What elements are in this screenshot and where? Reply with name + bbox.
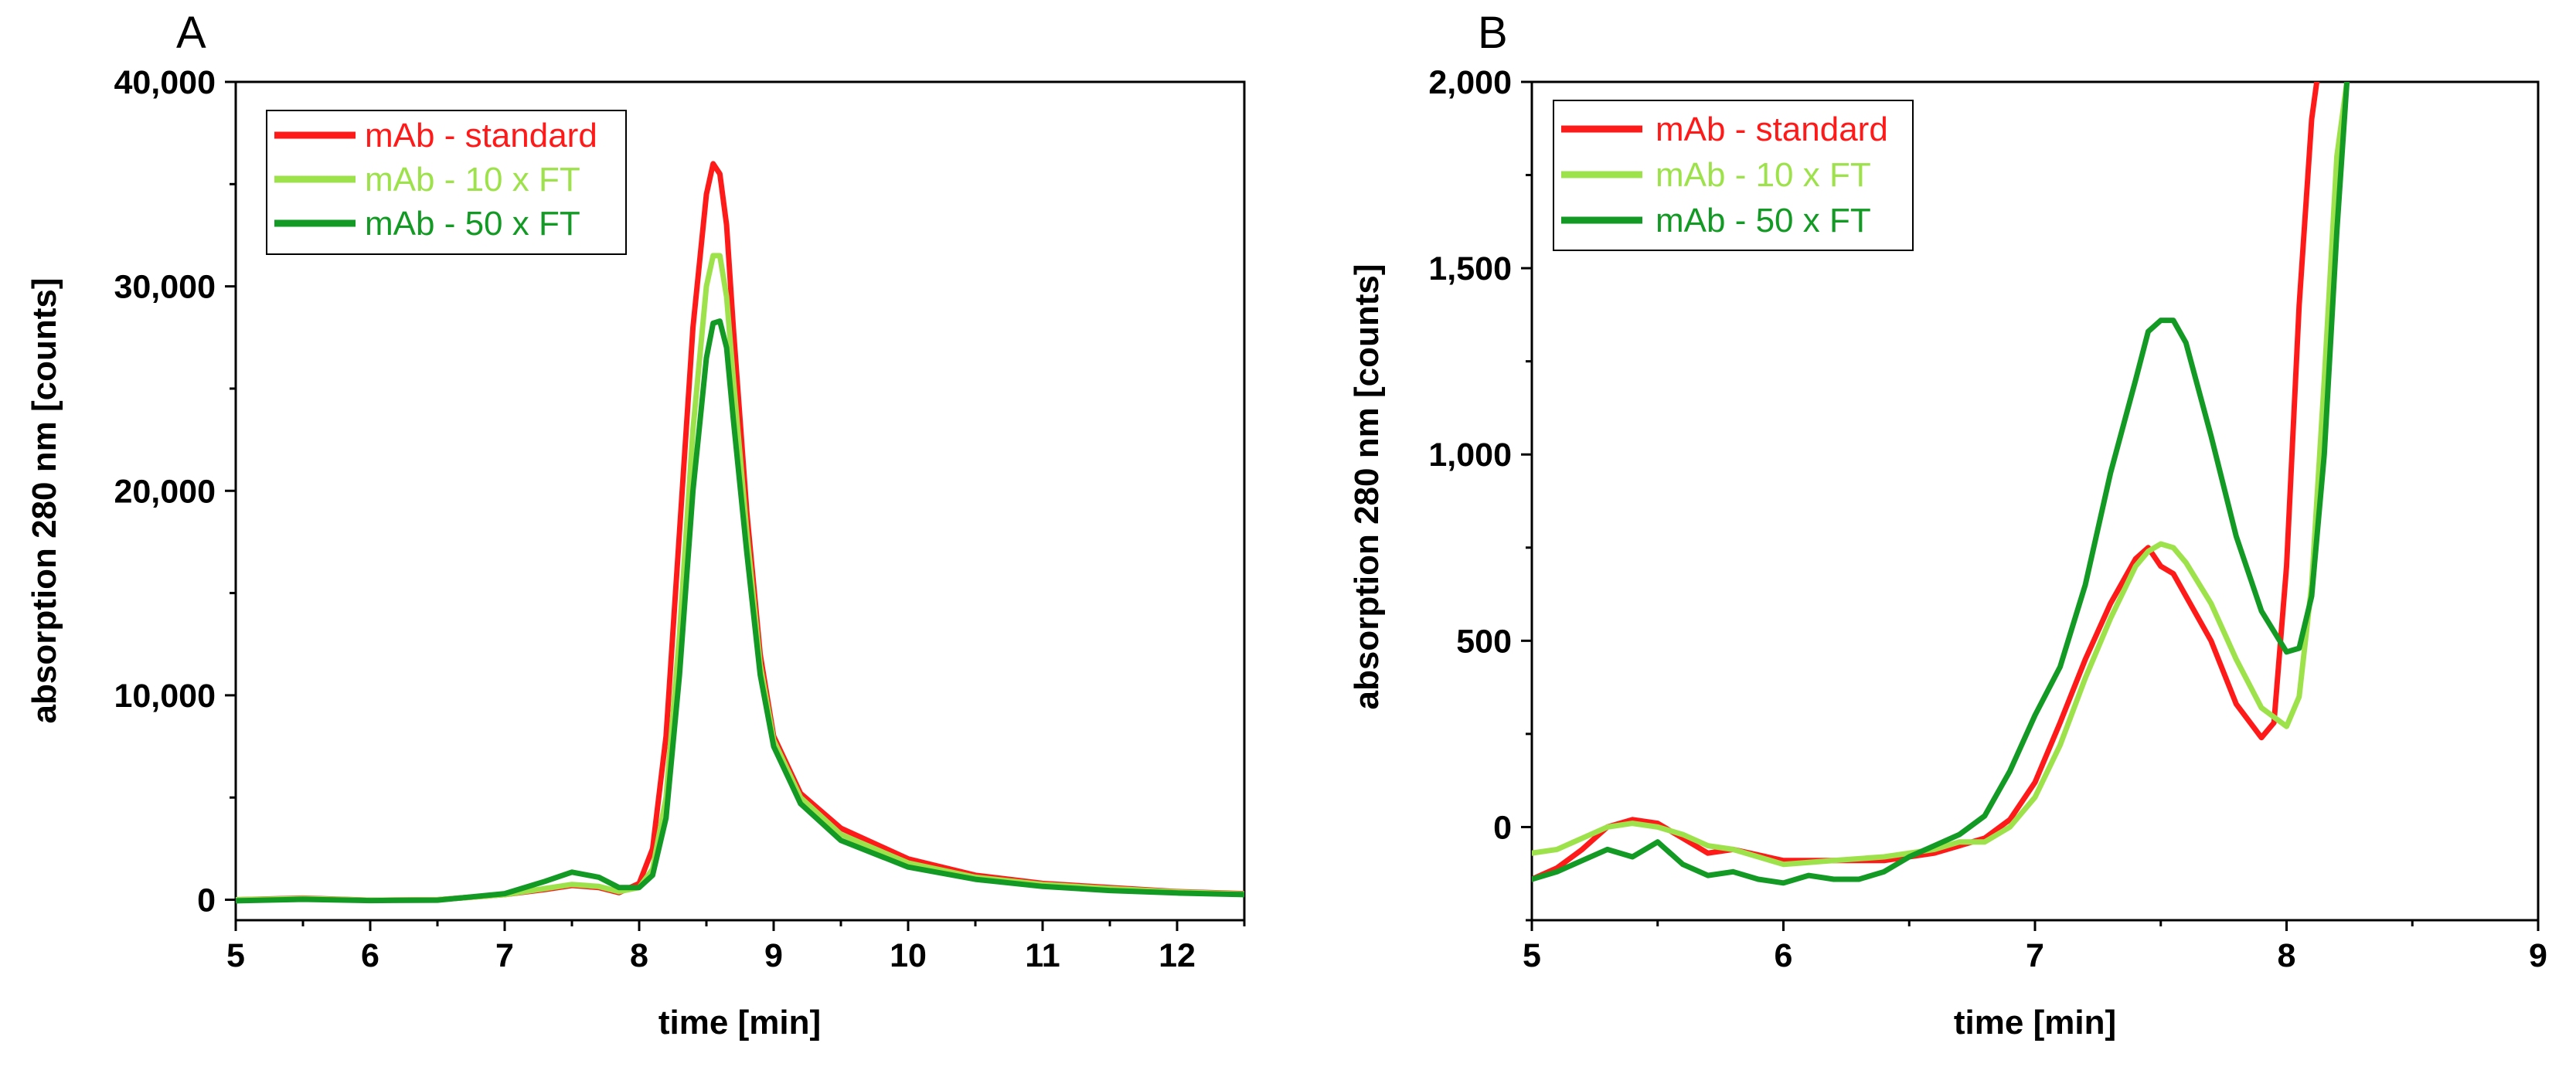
panel-b-series-mab-50-x-ft: [1532, 82, 2350, 886]
panel-a-x-tick-label: 8: [630, 937, 648, 974]
panel-b-x-tick-label: 7: [2026, 937, 2044, 974]
panel-a-plot-frame: [234, 80, 1246, 922]
panel-b-x-tick-label: 6: [1775, 937, 1793, 974]
panel-b-xlabel: time [min]: [1954, 1004, 2116, 1042]
panel-a-y-tick-label: 30,000: [114, 269, 216, 306]
panel-a-legend-label-standard: mAb - standard: [365, 117, 597, 155]
panel-a-legend-label-50xft: mAb - 50 x FT: [365, 205, 580, 243]
panel-a-ylabel: absorption 280 nm [counts]: [26, 278, 63, 724]
panel-b-y-tick-label: 2,000: [1428, 64, 1512, 101]
panel-b-x-tick-label: 5: [1523, 937, 1541, 974]
panel-b-legend: mAb - standard mAb - 10 x FT mAb - 50 x …: [1553, 100, 1914, 251]
panel-b-ylabel: absorption 280 nm [counts]: [1348, 264, 1386, 710]
panel-b-y-tick-label: 0: [1493, 809, 1512, 846]
panel-b-letter: B: [1478, 8, 1508, 58]
panel-a-marks: 5 6 7 8 9 10 11 12 0 10,000 20,000 30,000 40,000: [114, 64, 1246, 974]
panel-a-x-tick-label: 6: [361, 937, 379, 974]
panel-a-x-tick-label: 10: [890, 937, 927, 974]
panel-b-legend-label-50xft: mAb - 50 x FT: [1656, 202, 1871, 240]
panel-a-legend-label-10xft: mAb - 10 x FT: [365, 161, 580, 199]
panel-a-series-mab-50-x-ft: [236, 318, 1244, 904]
panel-a-x-tick-label: 12: [1159, 937, 1196, 974]
panel-a-series-mab-standard: [236, 161, 1244, 903]
panel-b-legend-label-10xft: mAb - 10 x FT: [1656, 156, 1871, 194]
panel-a-y-tick-label: 10,000: [114, 678, 216, 715]
panel-a-xlabel: time [min]: [658, 1004, 821, 1042]
panel-b-x-tick-label: 8: [2278, 937, 2296, 974]
panel-a-y-tick-label: 0: [197, 882, 216, 919]
panel-a-x-tick-label: 5: [226, 937, 245, 974]
panel-b-legend-label-standard: mAb - standard: [1656, 110, 1888, 148]
panel-a-x-tick-label: 11: [1025, 937, 1060, 974]
panel-a-letter: A: [176, 8, 206, 58]
panel-b-y-tick-label: 500: [1456, 623, 1512, 660]
panel-b-y-tick-label: 1,500: [1428, 250, 1512, 287]
panel-a-x-tick-label: 9: [764, 937, 783, 974]
panel-b-x-tick-label: 9: [2529, 937, 2547, 974]
panel-b-y-tick-label: 1,000: [1428, 437, 1512, 474]
panel-b-marks: 5 6 7 8 9 0 500 1,000 1,500 2,000: [1428, 64, 2547, 974]
panel-a-x-tick-label: 7: [495, 937, 514, 974]
panel-b-series-mab-10-x-ft: [1532, 82, 2350, 868]
panel-a-series-mab-10-x-ft: [236, 253, 1244, 903]
panel-a-legend: mAb - standard mAb - 10 x FT mAb - 50 x …: [266, 110, 627, 255]
panel-a-y-tick-label: 20,000: [114, 473, 216, 510]
panel-a-y-tick-label: 40,000: [114, 64, 216, 101]
